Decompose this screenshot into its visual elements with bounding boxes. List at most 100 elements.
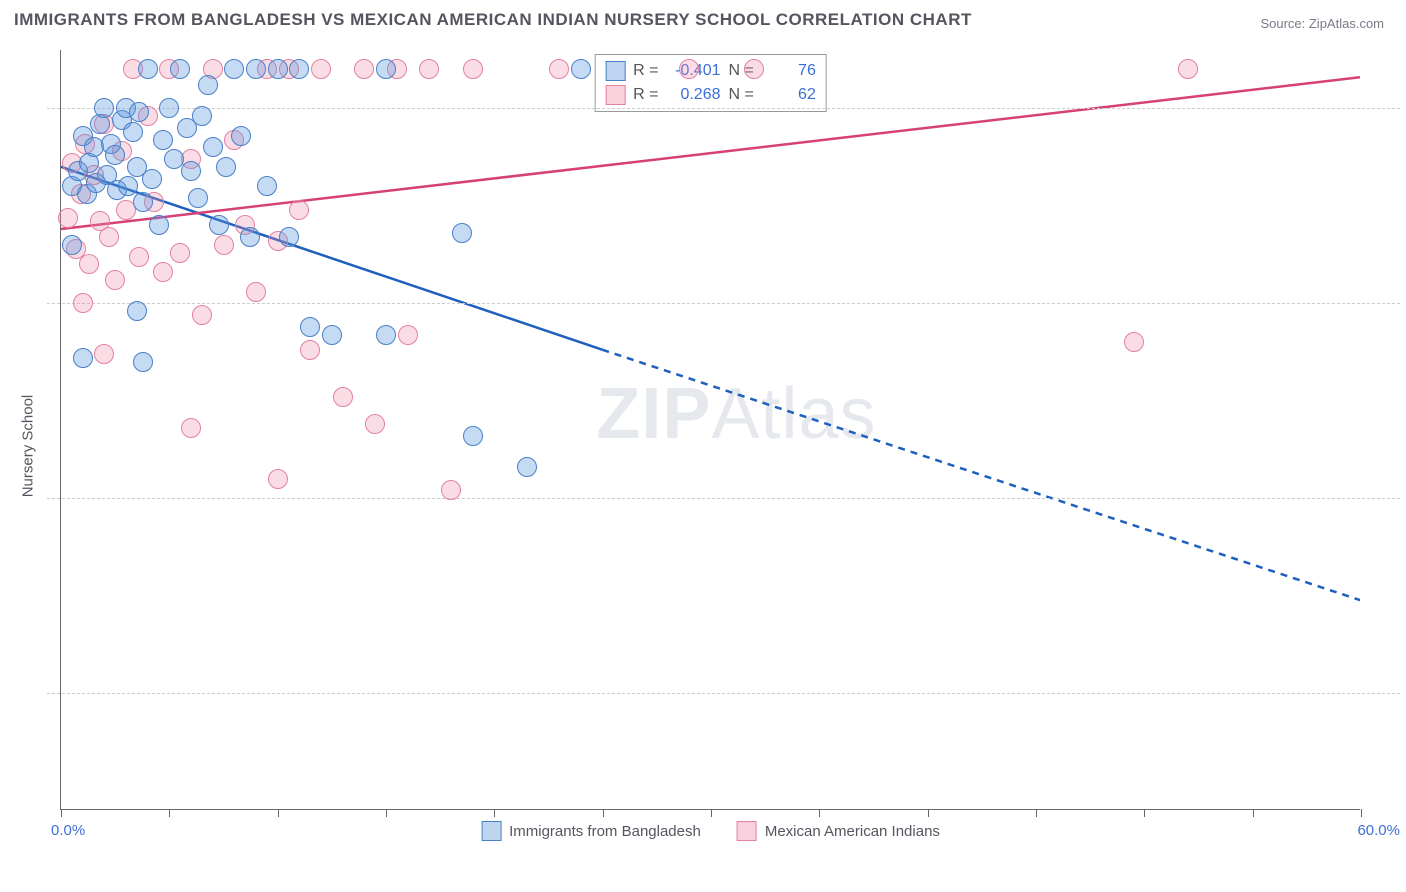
r-value: 0.268 (667, 86, 721, 104)
swatch-icon (605, 85, 625, 105)
data-point (129, 247, 149, 267)
data-point (224, 59, 244, 79)
x-min-label: 0.0% (51, 822, 85, 839)
data-point (240, 227, 260, 247)
data-point (268, 59, 288, 79)
data-point (203, 137, 223, 157)
x-tick (928, 809, 929, 817)
data-point (188, 188, 208, 208)
legend-label: Immigrants from Bangladesh (509, 823, 701, 840)
data-point (257, 176, 277, 196)
data-point (419, 59, 439, 79)
n-value: 62 (762, 86, 816, 104)
swatch-icon (605, 61, 625, 81)
data-point (268, 469, 288, 489)
data-point (333, 387, 353, 407)
data-point (181, 161, 201, 181)
data-point (133, 192, 153, 212)
gridline (47, 303, 1400, 304)
data-point (214, 235, 234, 255)
data-point (300, 317, 320, 337)
data-point (73, 293, 93, 313)
data-point (99, 227, 119, 247)
data-point (452, 223, 472, 243)
x-tick (1253, 809, 1254, 817)
watermark: ZIPAtlas (596, 373, 876, 455)
data-point (246, 282, 266, 302)
data-point (216, 157, 236, 177)
data-point (246, 59, 266, 79)
data-point (441, 480, 461, 500)
data-point (463, 426, 483, 446)
x-tick (603, 809, 604, 817)
data-point (289, 200, 309, 220)
data-point (170, 243, 190, 263)
data-point (164, 149, 184, 169)
data-point (376, 325, 396, 345)
data-point (58, 208, 78, 228)
data-point (192, 106, 212, 126)
x-tick (278, 809, 279, 817)
data-point (744, 59, 764, 79)
x-tick (1036, 809, 1037, 817)
data-point (231, 126, 251, 146)
data-point (517, 457, 537, 477)
data-point (398, 325, 418, 345)
x-tick (61, 809, 62, 817)
x-tick (819, 809, 820, 817)
data-point (322, 325, 342, 345)
data-point (138, 59, 158, 79)
chart-title: IMMIGRANTS FROM BANGLADESH VS MEXICAN AM… (14, 10, 972, 30)
data-point (62, 235, 82, 255)
data-point (105, 270, 125, 290)
data-point (354, 59, 374, 79)
x-tick (1144, 809, 1145, 817)
data-point (94, 344, 114, 364)
gridline (47, 108, 1400, 109)
data-point (73, 348, 93, 368)
data-point (300, 340, 320, 360)
r-label: R = (633, 62, 658, 80)
data-point (127, 301, 147, 321)
data-point (679, 59, 699, 79)
y-axis-label: Nursery School (20, 395, 37, 498)
r-label: R = (633, 86, 658, 104)
data-point (289, 59, 309, 79)
plot-area: ZIPAtlas R = -0.401 N = 76 R = 0.268 N =… (60, 50, 1360, 810)
x-tick (169, 809, 170, 817)
legend-label: Mexican American Indians (765, 823, 940, 840)
data-point (181, 418, 201, 438)
data-point (463, 59, 483, 79)
legend-item-blue: Immigrants from Bangladesh (481, 821, 701, 841)
swatch-icon (481, 821, 501, 841)
data-point (311, 59, 331, 79)
gridline (47, 498, 1400, 499)
legend-item-pink: Mexican American Indians (737, 821, 940, 841)
trend-lines (61, 50, 1360, 809)
data-point (571, 59, 591, 79)
series-legend: Immigrants from Bangladesh Mexican Ameri… (481, 821, 940, 841)
data-point (105, 145, 125, 165)
data-point (153, 262, 173, 282)
data-point (79, 254, 99, 274)
data-point (170, 59, 190, 79)
data-point (133, 352, 153, 372)
data-point (118, 176, 138, 196)
gridline (47, 693, 1400, 694)
legend-row-pink: R = 0.268 N = 62 (605, 83, 816, 107)
legend-row-blue: R = -0.401 N = 76 (605, 59, 816, 83)
x-tick (494, 809, 495, 817)
n-value: 76 (762, 62, 816, 80)
x-tick (386, 809, 387, 817)
watermark-light: Atlas (711, 374, 876, 454)
data-point (279, 227, 299, 247)
data-point (153, 130, 173, 150)
data-point (94, 98, 114, 118)
data-point (192, 305, 212, 325)
data-point (365, 414, 385, 434)
data-point (198, 75, 218, 95)
data-point (209, 215, 229, 235)
data-point (129, 102, 149, 122)
data-point (1178, 59, 1198, 79)
data-point (142, 169, 162, 189)
